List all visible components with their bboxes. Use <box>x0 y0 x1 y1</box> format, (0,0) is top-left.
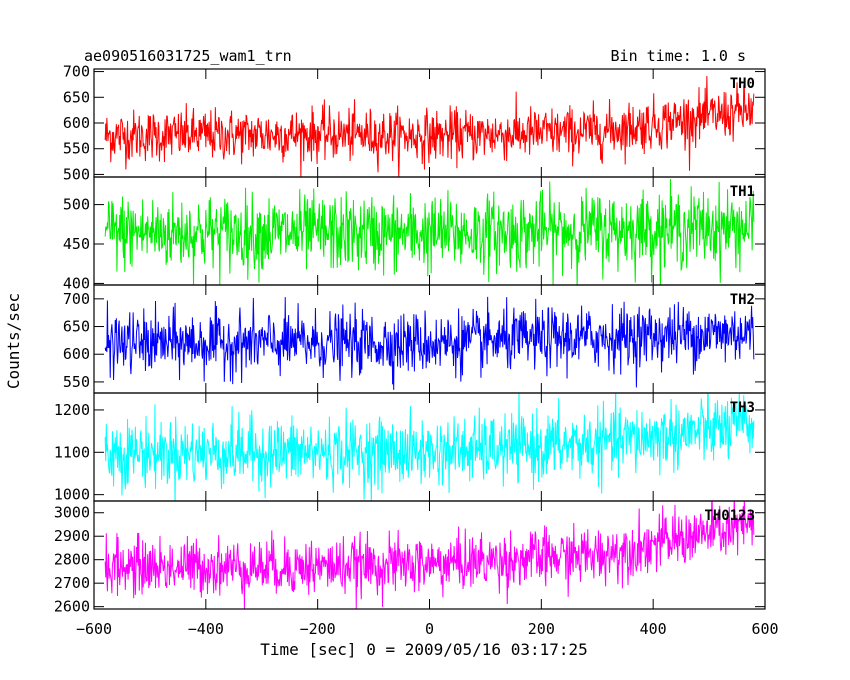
y-tick-label: 500 <box>63 165 90 183</box>
series-line-th0 <box>104 76 755 177</box>
series-line-th1 <box>104 179 755 285</box>
series-line-th3 <box>104 393 755 501</box>
x-tick-label: −200 <box>300 620 336 638</box>
y-axis-title: Counts/sec <box>4 293 23 389</box>
x-tick-label: 400 <box>640 620 667 638</box>
panel-stack: 500 550 600 650 700 TH0 400 450 500 TH1 550 600 650 7… <box>54 63 766 616</box>
y-tick-label: 600 <box>63 114 90 132</box>
y-tick-label: 650 <box>63 318 90 336</box>
series-line-th2 <box>104 296 755 390</box>
y-tick-label: 1000 <box>54 486 90 504</box>
bin-time-label: Bin time: 1.0 s <box>611 47 746 65</box>
x-axis: −600 −400 −200 0 200 400 600 <box>76 620 779 638</box>
panel-th0: 500 550 600 650 700 TH0 <box>63 63 766 183</box>
panel-label-th0: TH0 <box>730 76 755 92</box>
y-tick-label: 550 <box>63 373 90 391</box>
x-tick-label: 0 <box>425 620 434 638</box>
y-tick-label: 3000 <box>54 504 90 522</box>
y-tick-label: 2700 <box>54 574 90 592</box>
y-tick-label: 650 <box>63 88 90 106</box>
panel-frame <box>93 68 766 178</box>
y-tick-label: 2900 <box>54 527 90 545</box>
panel-label-th2: TH2 <box>730 292 755 308</box>
panel-th2: 550 600 650 700 TH2 <box>63 284 766 394</box>
x-axis-title: Time [sec] 0 = 2009/05/16 03:17:25 <box>260 640 588 659</box>
panel-label-th3: TH3 <box>730 400 755 416</box>
y-tick-label: 1100 <box>54 443 90 461</box>
y-tick-label: 2600 <box>54 598 90 616</box>
y-tick-label: 400 <box>63 274 90 292</box>
panel-th3: 1000 1100 1200 TH3 <box>54 392 766 504</box>
figure-title: ae090516031725_wam1_trn <box>84 47 292 65</box>
y-tick-label: 1200 <box>54 401 90 419</box>
y-tick-label: 500 <box>63 196 90 214</box>
panel-th0123: 2600 2700 2800 2900 3000 TH0123 <box>54 500 766 616</box>
y-tick-label: 450 <box>63 235 90 253</box>
panel-th1: 400 450 500 TH1 <box>63 176 766 292</box>
y-tick-label: 700 <box>63 63 90 81</box>
y-tick-label: 600 <box>63 345 90 363</box>
y-tick-label: 550 <box>63 140 90 158</box>
x-tick-label: −400 <box>188 620 224 638</box>
x-tick-label: 600 <box>751 620 778 638</box>
y-tick-label: 700 <box>63 290 90 308</box>
y-tick-label: 2800 <box>54 551 90 569</box>
series-line-th0123 <box>104 501 755 609</box>
panel-label-th0123: TH0123 <box>704 508 755 524</box>
panel-label-th1: TH1 <box>730 184 755 200</box>
x-tick-label: −600 <box>76 620 112 638</box>
x-tick-label: 200 <box>528 620 555 638</box>
